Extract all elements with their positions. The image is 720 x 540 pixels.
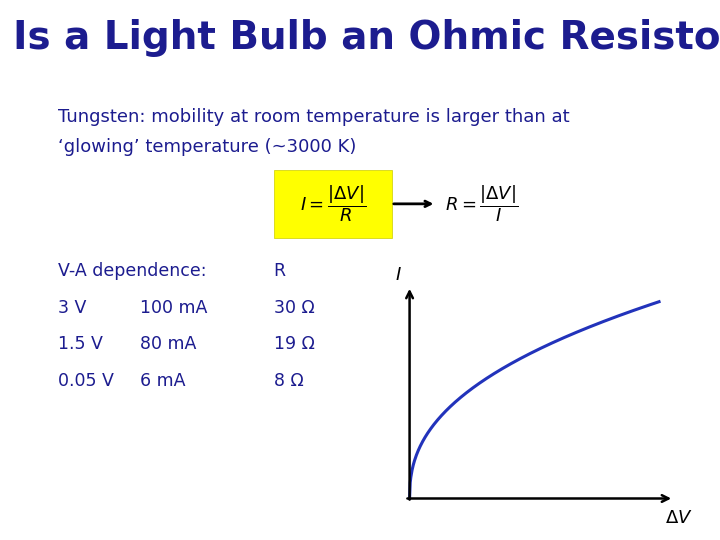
Text: V-A dependence:: V-A dependence: (58, 262, 206, 280)
Text: 100 mA: 100 mA (140, 299, 208, 316)
Text: 19 Ω: 19 Ω (274, 335, 315, 353)
Text: 3 V: 3 V (58, 299, 86, 316)
Text: 6 mA: 6 mA (140, 372, 186, 390)
FancyBboxPatch shape (274, 170, 392, 238)
Text: 1.5 V: 1.5 V (58, 335, 102, 353)
Text: Tungsten: mobility at room temperature is larger than at: Tungsten: mobility at room temperature i… (58, 108, 570, 126)
Text: 0.05 V: 0.05 V (58, 372, 114, 390)
Text: 30 Ω: 30 Ω (274, 299, 315, 316)
Text: ‘glowing’ temperature (~3000 K): ‘glowing’ temperature (~3000 K) (58, 138, 356, 156)
Text: R: R (274, 262, 286, 280)
Text: $I = \dfrac{|\Delta V|}{R}$: $I = \dfrac{|\Delta V|}{R}$ (300, 184, 366, 224)
Text: $\Delta V$: $\Delta V$ (665, 509, 693, 528)
Text: $R = \dfrac{|\Delta V|}{I}$: $R = \dfrac{|\Delta V|}{I}$ (445, 184, 518, 224)
Text: 8 Ω: 8 Ω (274, 372, 303, 390)
Text: Is a Light Bulb an Ohmic Resistor?: Is a Light Bulb an Ohmic Resistor? (13, 19, 720, 57)
Text: $I$: $I$ (395, 266, 402, 284)
Text: 80 mA: 80 mA (140, 335, 197, 353)
